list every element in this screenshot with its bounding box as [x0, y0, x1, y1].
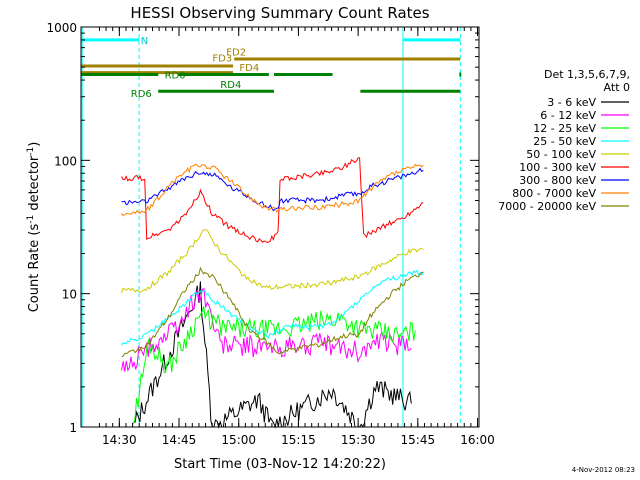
x-tick-label-3: 15:15 — [281, 433, 316, 447]
legend-title-2: Att 0 — [604, 81, 630, 94]
flag-label-rd6: RD6 — [131, 89, 152, 100]
legend-label-6: 300 - 800 keV — [519, 174, 596, 187]
x-tick-label-2: 15:00 — [221, 433, 256, 447]
series-line-7 — [121, 163, 424, 217]
plot-frame — [80, 26, 480, 428]
flag-label-fd3: FD3 — [212, 54, 232, 65]
series-line-2 — [133, 306, 416, 424]
x-tick-label-5: 15:45 — [401, 433, 436, 447]
legend-label-3: 25 - 50 keV — [533, 135, 596, 148]
legend-title-1: Det 1,3,5,6,7,9, — [544, 68, 630, 81]
chart-title: HESSI Observing Summary Count Rates — [130, 4, 429, 22]
x-tick-label-4: 15:30 — [341, 433, 376, 447]
timestamp: 4-Nov-2012 08:23 — [572, 466, 635, 474]
x-axis-label: Start Time (03-Nov-12 14:20:22) — [174, 457, 386, 472]
x-tick-label-1: 14:45 — [162, 433, 197, 447]
legend-label-7: 800 - 7000 keV — [512, 187, 596, 200]
flag-label-fd2: FD2 — [226, 48, 246, 59]
y-tick-label-2: 100 — [54, 154, 77, 168]
legend-label-4: 50 - 100 keV — [526, 148, 596, 161]
series-line-5 — [121, 157, 424, 243]
x-tick-label-6: 16:00 — [460, 433, 495, 447]
series-line-4 — [121, 229, 424, 294]
legend-label-2: 12 - 25 keV — [533, 122, 596, 135]
x-tick-label-0: 14:30 — [102, 433, 137, 447]
legend-label-1: 6 - 12 keV — [540, 109, 596, 122]
legend-label-0: 3 - 6 keV — [547, 96, 596, 109]
series-line-3 — [121, 269, 424, 346]
y-tick-label-0: 1 — [69, 421, 77, 435]
legend-label-5: 100 - 300 keV — [519, 161, 596, 174]
axes: 14:30 14:45 15:00 15:15 15:30 15:45 16:00 1 10 10… — [46, 21, 494, 447]
flag-label-fd4: FD4 — [239, 63, 259, 74]
y-tick-label-1: 10 — [62, 288, 77, 302]
y-tick-label-3: 1000 — [46, 21, 77, 35]
series-line-8 — [121, 266, 424, 358]
series-line-6 — [121, 167, 424, 212]
y-axis-label: Count Rate (s-1 detector-1) — [26, 142, 42, 313]
series-line-1 — [121, 288, 412, 372]
flag-label-rd4: RD4 — [220, 80, 241, 91]
flag-bar-rd0-end — [459, 72, 462, 77]
legend-label-8: 7000 - 20000 keV — [498, 200, 596, 213]
night-label: N — [141, 36, 148, 47]
flag-label-rd0: RD0 — [165, 71, 186, 82]
